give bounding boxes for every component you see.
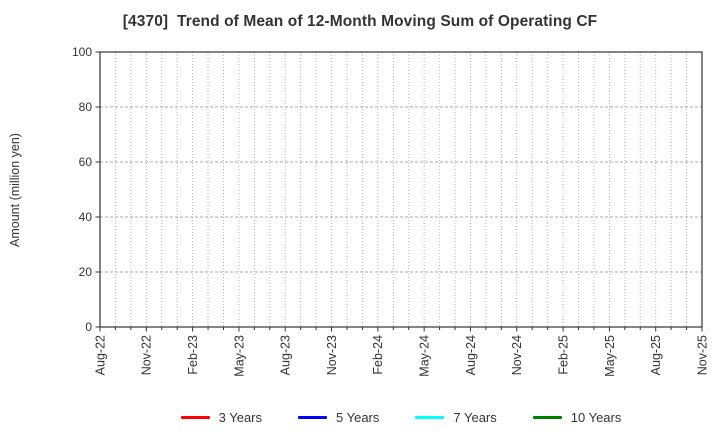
x-tick-label: Feb-23: [186, 335, 200, 375]
legend-label-5-years: 5 Years: [336, 409, 380, 425]
legend: 3 Years 5 Years 7 Years 10 Years: [100, 406, 702, 428]
y-tick-label: 0: [85, 320, 92, 334]
y-tick-label: 100: [72, 45, 92, 59]
x-tick-label: Feb-24: [371, 335, 385, 375]
chart-title: [4370] Trend of Mean of 12-Month Moving …: [122, 13, 598, 30]
x-tick-label: Aug-25: [649, 335, 663, 375]
legend-label-10-years: 10 Years: [570, 409, 622, 425]
y-tick-label: 60: [79, 155, 93, 169]
legend-item-10-years: 10 Years: [532, 409, 622, 425]
legend-item-7-years: 7 Years: [415, 409, 497, 425]
legend-color-line-10-years: [532, 415, 562, 419]
legend-label-3-years: 3 Years: [218, 409, 262, 425]
x-tick-label: May-24: [418, 335, 432, 377]
legend-item-3-years: 3 Years: [180, 409, 262, 425]
x-tick-label: Nov-24: [510, 335, 524, 375]
y-tick-label: 80: [79, 100, 93, 114]
y-tick-label: 20: [79, 265, 93, 279]
legend-color-line-5-years: [298, 415, 327, 419]
x-tick-label: May-25: [603, 335, 617, 377]
legend-label-7-years: 7 Years: [453, 409, 497, 425]
legend-color-line-3-years: [180, 415, 210, 419]
x-tick-label: Nov-22: [140, 335, 154, 375]
x-tick-label: Aug-22: [93, 335, 107, 375]
y-tick-label: 40: [79, 210, 93, 224]
x-tick-label: Aug-24: [464, 335, 478, 375]
x-tick-label: May-23: [232, 335, 246, 377]
x-tick-label: Aug-23: [279, 335, 293, 375]
plot-border: [99, 51, 703, 328]
x-tick-label: Nov-25: [695, 335, 709, 375]
legend-item-5-years: 5 Years: [298, 410, 379, 425]
x-tick-label: Nov-23: [325, 335, 339, 375]
legend-color-line-7-years: [415, 415, 445, 419]
x-tick-label: Feb-25: [556, 335, 570, 375]
